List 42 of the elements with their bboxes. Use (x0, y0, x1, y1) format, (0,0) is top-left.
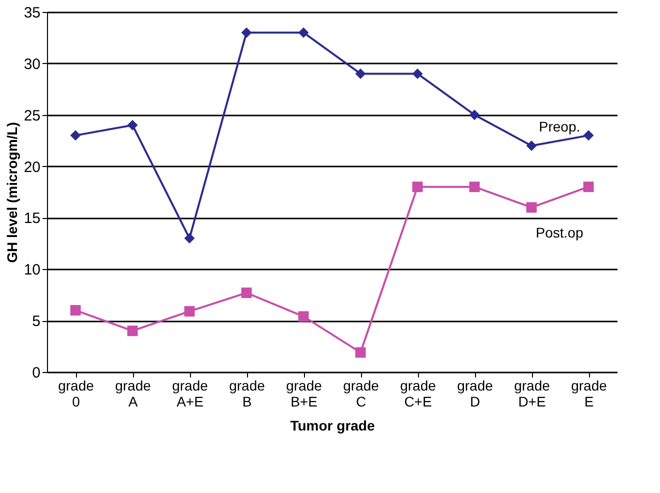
point (70, 305, 81, 316)
y-tick-label: 15 (24, 210, 40, 228)
y-tick-label: 20 (24, 158, 40, 176)
x-tick-label: grade 0 (58, 378, 94, 410)
x-tick-label: grade C+E (400, 378, 436, 410)
y-tick-label: 30 (24, 56, 40, 73)
point (526, 202, 537, 213)
y-tick-label: 25 (24, 107, 40, 124)
point (583, 182, 594, 192)
point (184, 306, 195, 317)
series-label: Preop. (538, 118, 580, 135)
point (298, 311, 309, 322)
point (355, 347, 366, 358)
x-axis-title: Tumor grade (290, 418, 375, 434)
point (412, 68, 423, 79)
point (526, 140, 537, 151)
x-tick-label: grade A+E (172, 378, 208, 410)
point (469, 182, 480, 192)
point (241, 27, 252, 38)
y-tick-label: 0 (32, 364, 40, 382)
x-tick-label: grade D (457, 378, 494, 410)
x-tick-label: grade D+E (514, 378, 550, 410)
x-tick-label: grade A (115, 378, 152, 410)
y-axis-title: GH level (microgm/L) (4, 122, 20, 263)
point (355, 68, 366, 79)
x-tick-label: grade E (571, 378, 608, 410)
point (127, 120, 138, 130)
x-tick-label: grade C (343, 378, 380, 410)
point (241, 288, 252, 298)
point (70, 130, 81, 141)
point (298, 27, 309, 38)
point (184, 233, 195, 244)
y-tick-label: 5 (32, 313, 40, 330)
point (127, 326, 138, 336)
series-label: Post.op (536, 224, 584, 240)
y-tick-label: 35 (24, 4, 40, 22)
x-tick-label: grade B+E (286, 378, 322, 410)
point (412, 182, 423, 192)
y-tick-label: 10 (24, 262, 40, 279)
point (469, 110, 480, 120)
point (583, 130, 594, 141)
x-tick-label: grade B (229, 378, 266, 410)
